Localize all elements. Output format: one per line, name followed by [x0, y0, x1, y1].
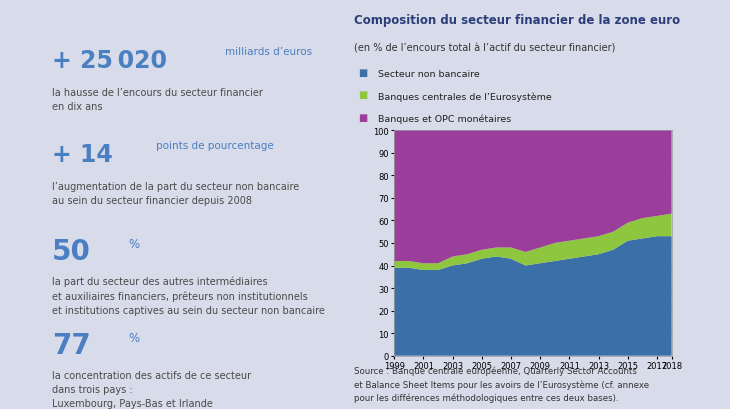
Text: la concentration des actifs de ce secteur
dans trois pays :
Luxembourg, Pays-Bas: la concentration des actifs de ce secteu…	[52, 370, 251, 408]
Text: la hausse de l’encours du secteur financier
en dix ans: la hausse de l’encours du secteur financ…	[52, 88, 263, 112]
Text: la part du secteur des autres intermédiaires
et auxiliaires financiers, prêteurs: la part du secteur des autres intermédia…	[52, 276, 325, 315]
Text: ■: ■	[358, 67, 367, 77]
Text: Source : Banque centrale européenne, Quarterly Sector Accounts
et Balance Sheet : Source : Banque centrale européenne, Qua…	[354, 366, 649, 402]
Text: + 14: + 14	[52, 143, 112, 167]
Text: (en % de l’encours total à l’actif du secteur financier): (en % de l’encours total à l’actif du se…	[354, 43, 615, 53]
Text: points de pourcentage: points de pourcentage	[156, 141, 274, 151]
Text: Composition du secteur financier de la zone euro: Composition du secteur financier de la z…	[354, 14, 680, 27]
Text: l’augmentation de la part du secteur non bancaire
au sein du secteur financier d: l’augmentation de la part du secteur non…	[52, 182, 299, 206]
Text: %: %	[128, 331, 139, 344]
Text: Banques centrales de l’Eurosystème: Banques centrales de l’Eurosystème	[378, 92, 552, 101]
Text: Secteur non bancaire: Secteur non bancaire	[378, 70, 480, 79]
Text: Banques et OPC monétaires: Banques et OPC monétaires	[378, 115, 512, 124]
Text: 50: 50	[52, 237, 91, 265]
Text: ■: ■	[358, 112, 367, 122]
Text: 77: 77	[52, 331, 91, 359]
Text: %: %	[128, 237, 139, 250]
Text: milliards d’euros: milliards d’euros	[226, 47, 312, 57]
Text: ■: ■	[358, 90, 367, 100]
Text: + 25 020: + 25 020	[52, 49, 167, 73]
